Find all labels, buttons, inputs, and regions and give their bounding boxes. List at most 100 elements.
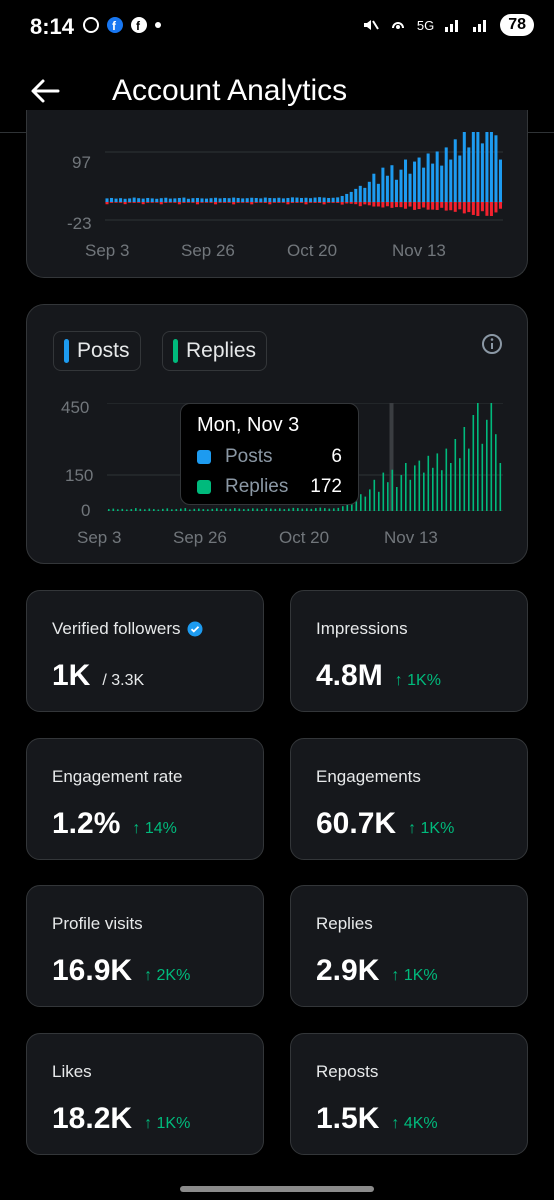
stat-card-likes[interactable]: Likes 18.2K ↑ 1K% [26,1033,264,1155]
replies-chart-plot[interactable] [107,403,503,511]
positive-bar [132,197,136,202]
positive-bar [137,198,141,202]
replies-bar [184,508,187,511]
positive-bar [191,198,195,202]
posts-color-indicator [64,339,69,363]
tab-posts[interactable]: Posts [53,331,141,371]
replies-bar [459,458,461,511]
replies-bar [108,509,110,511]
positive-bar [214,197,218,202]
replies-bar [315,508,317,511]
stat-delta: ↑ 2K% [144,967,191,984]
positive-bar [399,169,403,202]
negative-bar [322,202,326,205]
positive-bar [363,187,367,202]
replies-bar [324,508,326,511]
replies-bar [436,453,439,511]
positive-bar [141,198,145,202]
negative-bar [245,202,249,203]
replies-bar [207,509,209,511]
home-indicator[interactable] [180,1186,374,1192]
stat-card-replies[interactable]: Replies 2.9K ↑ 1K% [290,885,528,1007]
stat-card-profile-visits[interactable]: Profile visits 16.9K ↑ 2K% [26,885,264,1007]
positive-bar [173,198,177,202]
positive-bar [385,175,389,202]
positive-bar [272,198,276,202]
x-tick: Sep 26 [173,528,227,547]
replies-bar [220,509,223,511]
replies-bar [360,494,362,511]
negative-bar [458,202,462,210]
replies-bar [400,475,403,511]
y-tick: 450 [61,398,90,417]
negative-bar [254,202,258,203]
stat-card-reposts[interactable]: Reposts 1.5K ↑ 4K% [290,1033,528,1155]
negative-bar [426,202,430,210]
positive-bar [422,167,426,202]
replies-bar [166,508,169,511]
positive-bar [417,157,421,202]
stat-label: Reposts [316,1062,379,1081]
stat-card-engagements[interactable]: Engagements 60.7K ↑ 1K% [290,738,528,860]
stat-card-engagement-rate[interactable]: Engagement rate 1.2% ↑ 14% [26,738,264,860]
info-icon[interactable] [481,333,503,355]
negative-bar [281,202,285,203]
replies-bar [171,509,173,511]
replies-bar [279,508,281,511]
positive-bar [195,197,199,202]
y-tick: 150 [65,466,94,485]
positive-bar [358,185,362,202]
positive-bar [290,197,294,202]
stat-card-impressions[interactable]: Impressions 4.8M ↑ 1K% [290,590,528,712]
negative-bar [417,202,421,210]
replies-bar [369,489,371,511]
replies-bar [130,509,133,511]
replies-bar [477,403,479,511]
negative-bar [286,202,290,205]
positive-bar [449,159,453,202]
positive-bar [182,197,186,202]
hotspot-icon [391,22,404,29]
negative-bar [290,202,294,203]
negative-bar [485,202,489,216]
replies-bar [351,501,353,511]
negative-bar [277,202,281,203]
negative-bar [309,202,313,203]
stat-label: Profile visits [52,914,143,933]
positive-bar [177,197,181,202]
negative-bar [236,202,240,203]
negative-bar [340,202,344,205]
replies-bar [486,419,488,511]
positive-bar [227,198,231,202]
replies-bar [243,509,245,511]
replies-swatch [197,480,211,494]
positive-bar [236,197,240,202]
positive-bar [281,198,285,202]
negative-bar [372,202,376,207]
positive-bar [164,197,168,202]
negative-bar [462,202,466,214]
positive-bar [245,198,249,202]
positive-bar [381,167,385,202]
stat-value: 1.2% [52,807,121,840]
positive-bar [268,197,272,202]
replies-bar [112,508,115,511]
negative-bar [268,202,272,205]
positive-bar [462,132,466,202]
stat-value: 18.2K [52,1102,133,1135]
stat-card-verified-followers[interactable]: Verified followers 1K / 3.3K [26,590,264,712]
positive-bar [277,197,281,202]
replies-bar [427,455,430,511]
tab-replies[interactable]: Replies [162,331,268,371]
x-tick: Nov 13 [392,241,446,260]
positive-bar [376,183,380,202]
positive-bar [223,197,227,202]
negative-bar [408,202,412,207]
replies-bar [297,508,299,511]
negative-bar [159,202,163,205]
replies-bar [418,460,421,511]
positive-bar [444,147,448,202]
negative-bar [354,202,358,205]
negative-bar [195,202,199,205]
back-arrow-icon[interactable] [28,74,62,108]
